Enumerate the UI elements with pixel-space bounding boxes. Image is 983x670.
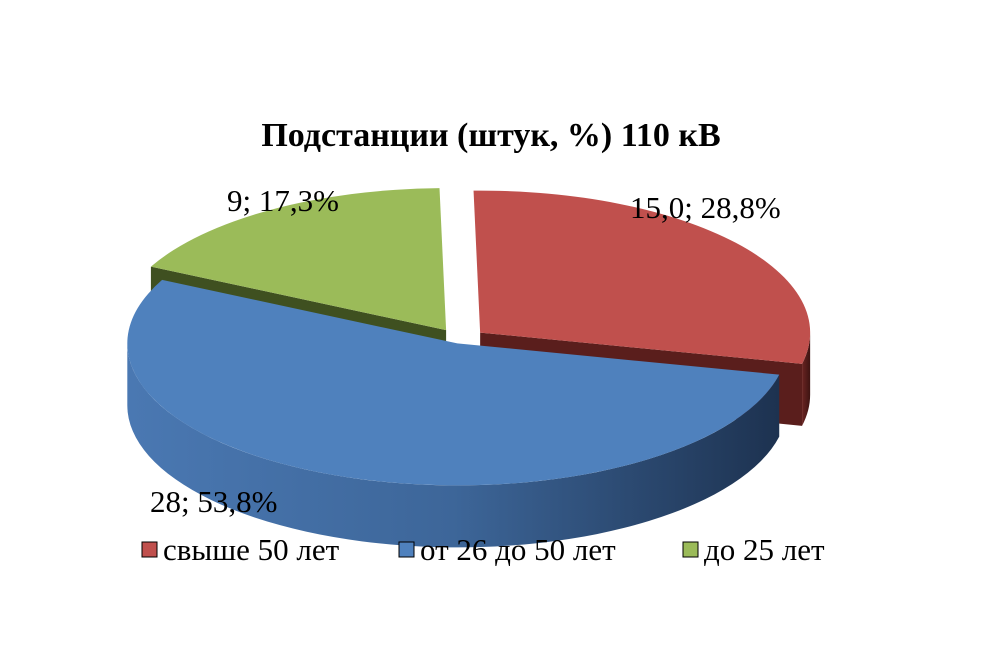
- slice-red: [473, 190, 811, 364]
- legend-swatch-blue: [398, 541, 415, 558]
- legend-label-blue: от 26 до 50 лет: [420, 532, 616, 567]
- pie-slices: [127, 188, 811, 548]
- slice-blue: [127, 279, 780, 486]
- legend-swatch-green: [682, 541, 699, 558]
- legend-swatch-red: [141, 541, 158, 558]
- chart-title: Подстанции (штук, %) 110 кВ: [261, 117, 720, 154]
- legend-label-red: свыше 50 лет: [163, 532, 340, 567]
- legend-label-green: до 25 лет: [704, 532, 825, 567]
- data-label-blue: 28; 53,8%: [150, 484, 277, 519]
- data-label-green: 9; 17,3%: [227, 183, 339, 218]
- data-label-red: 15,0; 28,8%: [630, 190, 781, 225]
- slice-side-blue: [127, 343, 780, 548]
- legend: свыше 50 лет от 26 до 50 лет до 25 лет: [141, 532, 825, 567]
- slice-side-red: [802, 332, 811, 426]
- slice-green: [150, 188, 447, 331]
